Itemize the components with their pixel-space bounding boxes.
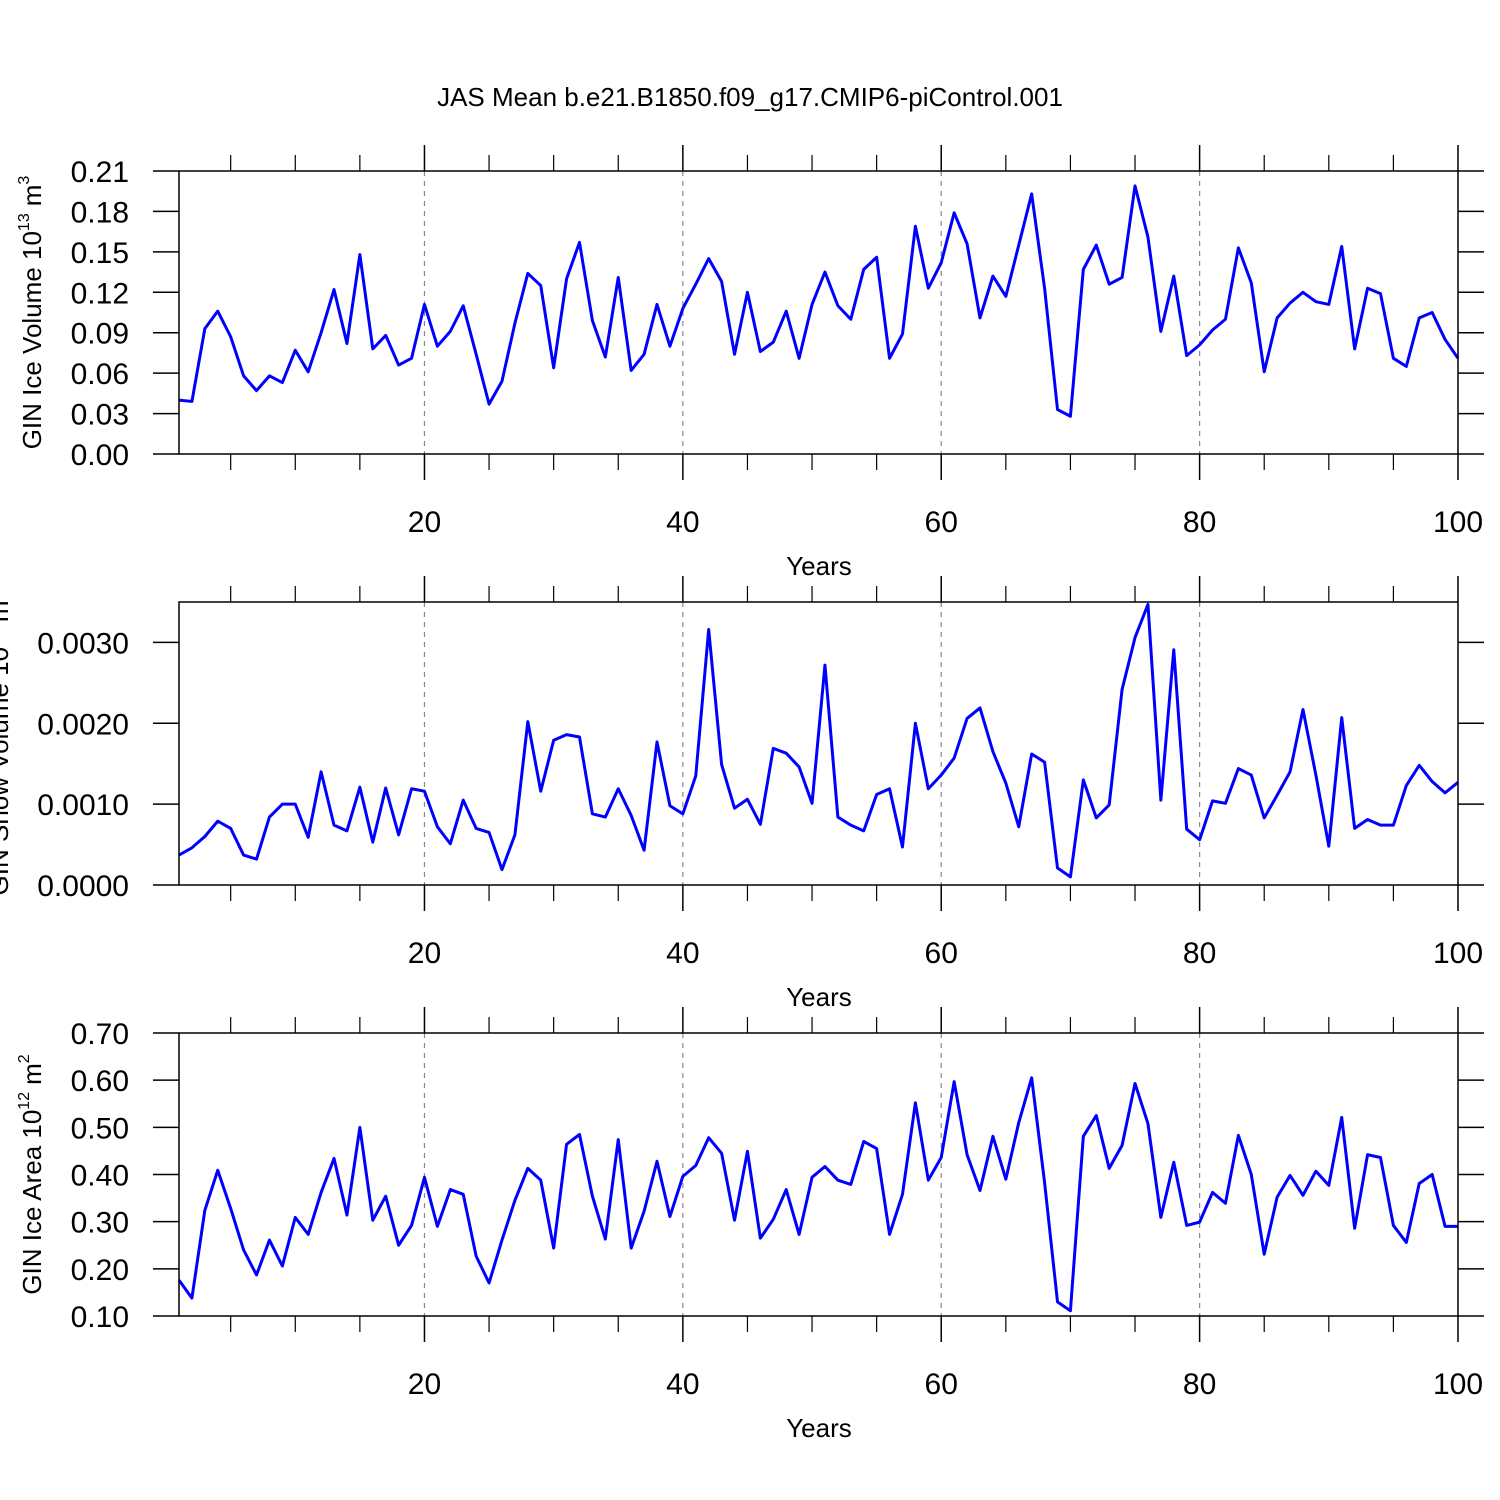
y-axis-label-part: GIN Snow Volume 10 (0, 647, 14, 896)
y-axis-label-part: m (0, 600, 14, 622)
x-tick-label: 80 (1183, 1368, 1216, 1401)
y-tick-label: 0.0010 (37, 789, 129, 822)
y-axis-label: GIN Snow Volume 1013m3 (0, 591, 14, 895)
y-axis-label-exponent: 2 (16, 1054, 33, 1063)
y-axis-label: GIN Ice Area 1012 m2 (16, 1054, 47, 1294)
x-tick-label: 40 (666, 1368, 699, 1401)
y-tick-label: 0.06 (71, 358, 129, 391)
x-axis-label: Years (786, 1413, 852, 1443)
y-axis-label-exponent: 12 (16, 1092, 33, 1110)
plot-frame (178, 1032, 1459, 1317)
x-tick-label: 100 (1433, 1368, 1483, 1401)
y-tick-label: 0.21 (71, 156, 129, 189)
chart-title: JAS Mean b.e21.B1850.f09_g17.CMIP6-piCon… (437, 82, 1063, 112)
x-tick-label: 20 (408, 506, 441, 539)
data-line (177, 1076, 1458, 1313)
data-line (178, 184, 1460, 418)
y-tick-label: 0.0030 (37, 627, 129, 660)
y-axis-label-part: m (17, 185, 47, 207)
x-tick-label: 60 (925, 937, 958, 970)
y-tick-label: 0.0020 (37, 708, 129, 741)
y-axis-label: GIN Ice Volume 1013 m3 (16, 176, 47, 450)
y-tick-label: 0.40 (71, 1160, 129, 1193)
x-tick-label: 40 (666, 506, 699, 539)
x-tick-label: 20 (408, 1368, 441, 1401)
y-tick-label: 0.50 (71, 1112, 129, 1145)
y-tick-label: 0.70 (71, 1018, 129, 1051)
y-axis-label-exponent: 13 (16, 213, 33, 231)
data-line (178, 602, 1459, 879)
x-tick-label: 80 (1183, 937, 1216, 970)
y-tick-label: 0.30 (71, 1207, 129, 1240)
y-tick-label: 0.15 (71, 237, 129, 270)
y-axis-label-part: GIN Ice Volume 10 (17, 231, 47, 449)
x-tick-label: 80 (1183, 506, 1216, 539)
x-tick-label: 60 (925, 506, 958, 539)
y-tick-label: 0.18 (71, 196, 129, 229)
y-tick-label: 0.10 (71, 1301, 129, 1334)
y-tick-label: 0.03 (71, 399, 129, 432)
x-tick-label: 40 (666, 937, 699, 970)
x-axis-label: Years (786, 982, 852, 1012)
y-tick-label: 0.00 (71, 439, 129, 472)
y-tick-label: 0.20 (71, 1254, 129, 1287)
x-axis-label: Years (786, 551, 852, 581)
plot-frame (178, 170, 1459, 455)
y-axis-label-exponent: 3 (16, 176, 33, 185)
y-tick-label: 0.12 (71, 277, 129, 310)
y-axis-label-part: m (17, 1063, 47, 1085)
y-axis-label-part: GIN Ice Area 10 (17, 1110, 47, 1295)
x-tick-label: 100 (1433, 937, 1483, 970)
x-tick-label: 60 (925, 1368, 958, 1401)
x-tick-label: 20 (408, 937, 441, 970)
plot-frame (178, 601, 1459, 886)
x-tick-label: 100 (1433, 506, 1483, 539)
y-tick-label: 0.09 (71, 318, 129, 351)
y-tick-label: 0.60 (71, 1065, 129, 1098)
y-tick-label: 0.0000 (37, 870, 129, 903)
